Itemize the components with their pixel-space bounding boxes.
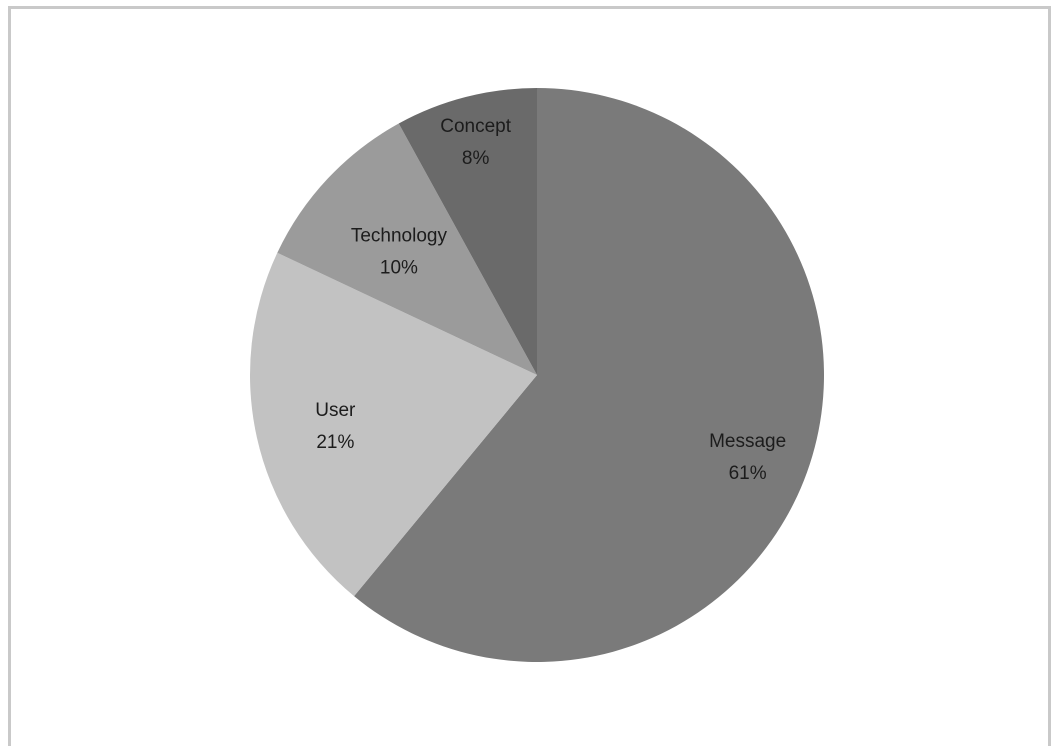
slice-label-user: User bbox=[315, 400, 356, 421]
pie-slice-message bbox=[354, 88, 824, 662]
slice-value-concept: 8% bbox=[462, 148, 490, 169]
pie-slice-user bbox=[250, 252, 538, 597]
pie-slice-technology bbox=[277, 123, 537, 375]
slice-label-message: Message bbox=[709, 431, 786, 452]
pie-slice-concept bbox=[398, 88, 537, 375]
slice-value-message: 61% bbox=[729, 463, 767, 484]
slice-value-technology: 10% bbox=[380, 257, 418, 278]
slice-value-user: 21% bbox=[316, 432, 354, 453]
slice-label-technology: Technology bbox=[351, 225, 448, 246]
slice-label-concept: Concept bbox=[440, 116, 511, 137]
pie-labels: Message 61% User 21% Technology 10% Concept 8% bbox=[315, 116, 786, 484]
pie-slices bbox=[250, 88, 824, 662]
